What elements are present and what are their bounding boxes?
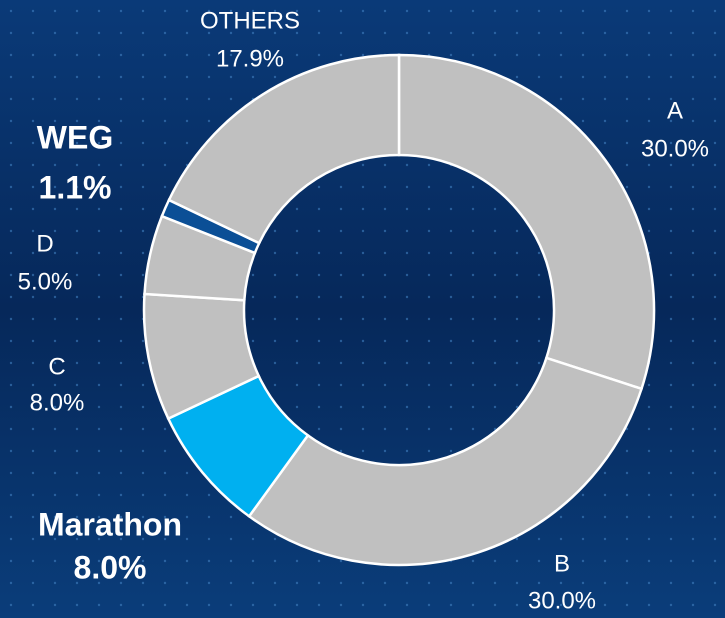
slice-label: B <box>554 550 570 577</box>
slice-label: Marathon <box>38 506 182 542</box>
slice-label: D <box>36 230 53 257</box>
slice-value-label: 17.9% <box>216 45 284 72</box>
slice-value-label: 30.0% <box>528 587 596 614</box>
slice <box>397 53 656 391</box>
slice-value-label: 1.1% <box>39 169 112 205</box>
slice-label: C <box>48 353 65 380</box>
labels: A 30.0% B 30.0% Marathon 8.0% C 8.0% D 5.0% WEG 1.1… <box>18 7 709 614</box>
slice-value-label: 5.0% <box>18 268 73 295</box>
slice-label: OTHERS <box>200 7 300 34</box>
slice-label: WEG <box>37 119 113 155</box>
slice-value-label: 30.0% <box>641 135 709 162</box>
slice <box>167 53 401 245</box>
donut <box>142 53 656 567</box>
slice <box>247 356 644 567</box>
slice-label: A <box>667 97 683 124</box>
slice-value-label: 8.0% <box>30 389 85 416</box>
slice-value-label: 8.0% <box>74 549 147 585</box>
